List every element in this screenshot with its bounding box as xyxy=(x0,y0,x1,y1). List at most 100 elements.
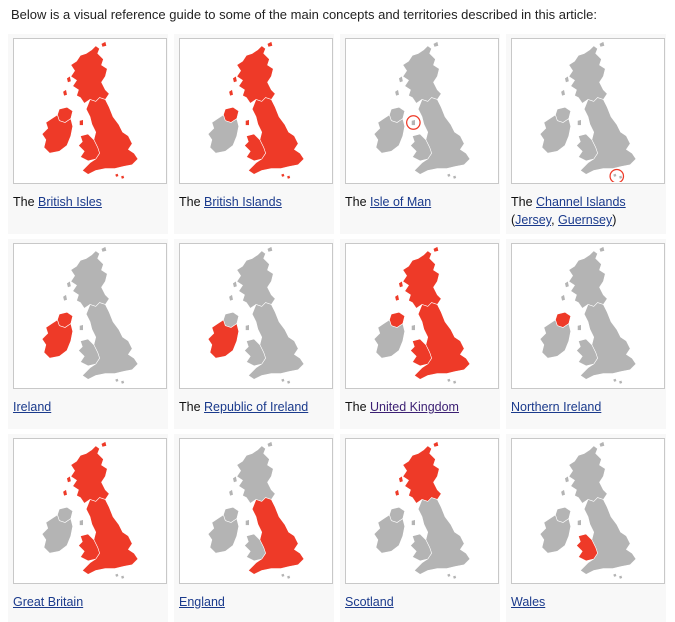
uk-map-icon xyxy=(536,440,640,582)
region-wales xyxy=(576,338,598,367)
region-wales xyxy=(576,533,598,562)
map-card-isle-of-man: The Isle of Man xyxy=(340,34,500,234)
region-ci xyxy=(280,173,291,180)
map-card-united-kingdom: The United Kingdom xyxy=(340,239,500,429)
map-thumbnail[interactable] xyxy=(179,38,333,184)
map-thumbnail[interactable] xyxy=(345,243,499,389)
map-thumbnail[interactable] xyxy=(13,243,167,389)
caption-paren-close: ) xyxy=(612,213,617,227)
map-grid: The British Isles The British Islands The … xyxy=(8,34,666,622)
uk-map-icon xyxy=(204,245,308,387)
uk-map-icon xyxy=(204,40,308,182)
uk-map-icon xyxy=(536,245,640,387)
region-iom xyxy=(245,119,250,126)
region-wales xyxy=(244,533,266,562)
link-northern-ireland[interactable]: Northern Ireland xyxy=(511,400,602,414)
link-channel-islands[interactable]: Channel Islands xyxy=(536,195,626,209)
region-ci xyxy=(446,378,457,385)
caption-prefix: The xyxy=(179,400,205,414)
map-caption: The British Isles xyxy=(13,193,163,211)
link-ireland[interactable]: Ireland xyxy=(13,400,52,414)
region-iom xyxy=(79,519,84,526)
caption-separator: , xyxy=(551,213,559,227)
link-england[interactable]: England xyxy=(179,595,225,609)
region-ci xyxy=(280,573,291,580)
region-wales xyxy=(78,338,100,367)
map-thumbnail[interactable] xyxy=(179,243,333,389)
map-thumbnail[interactable] xyxy=(345,38,499,184)
region-roi xyxy=(207,514,240,554)
link-british-islands[interactable]: British Islands xyxy=(204,195,282,209)
region-wales xyxy=(78,533,100,562)
map-thumbnail[interactable] xyxy=(511,438,665,584)
link-british-isles[interactable]: British Isles xyxy=(38,195,102,209)
map-caption: Great Britain xyxy=(13,593,163,611)
region-iom xyxy=(79,324,84,331)
region-wales xyxy=(78,133,100,162)
region-iom xyxy=(577,119,582,126)
region-wales xyxy=(576,133,598,162)
link-wales[interactable]: Wales xyxy=(511,595,546,609)
region-roi xyxy=(207,319,240,359)
region-england xyxy=(81,97,139,175)
map-card-england: England xyxy=(174,434,334,622)
region-roi xyxy=(41,114,74,154)
map-card-great-britain: Great Britain xyxy=(8,434,168,622)
region-england xyxy=(247,302,305,380)
region-roi xyxy=(373,514,406,554)
map-card-republic-of-ireland: The Republic of Ireland xyxy=(174,239,334,429)
region-wales xyxy=(410,133,432,162)
map-card-ireland: Ireland xyxy=(8,239,168,429)
caption-prefix: The xyxy=(13,195,39,209)
map-card-channel-islands: The Channel Islands (Jersey, Guernsey) xyxy=(506,34,666,234)
link-republic-of-ireland[interactable]: Republic of Ireland xyxy=(204,400,309,414)
map-thumbnail[interactable] xyxy=(511,38,665,184)
highlight-circle xyxy=(406,115,421,130)
link-isle-of-man[interactable]: Isle of Man xyxy=(370,195,432,209)
uk-map-icon xyxy=(370,245,474,387)
region-roi xyxy=(539,514,572,554)
region-ci xyxy=(446,173,457,180)
link-united-kingdom[interactable]: United Kingdom xyxy=(370,400,459,414)
region-iom xyxy=(411,119,416,126)
region-iom xyxy=(79,119,84,126)
region-england xyxy=(579,497,637,575)
map-caption: The British Islands xyxy=(179,193,329,211)
map-thumbnail[interactable] xyxy=(345,438,499,584)
region-england xyxy=(81,302,139,380)
region-roi xyxy=(539,114,572,154)
region-roi xyxy=(539,319,572,359)
link-scotland[interactable]: Scotland xyxy=(345,595,394,609)
map-caption: The Channel Islands (Jersey, Guernsey) xyxy=(511,193,661,229)
region-england xyxy=(579,302,637,380)
region-ci xyxy=(612,378,623,385)
map-thumbnail[interactable] xyxy=(511,243,665,389)
region-iom xyxy=(245,324,250,331)
highlight-circle xyxy=(609,168,625,182)
link-jersey[interactable]: Jersey xyxy=(515,213,552,227)
caption-prefix: The xyxy=(345,195,371,209)
map-caption: England xyxy=(179,593,329,611)
region-ci xyxy=(612,573,623,580)
region-ci xyxy=(114,378,125,385)
caption-prefix: The xyxy=(511,195,537,209)
map-thumbnail[interactable] xyxy=(179,438,333,584)
map-thumbnail[interactable] xyxy=(13,438,167,584)
region-england xyxy=(413,497,471,575)
region-england xyxy=(247,497,305,575)
map-thumbnail[interactable] xyxy=(13,38,167,184)
region-roi xyxy=(373,319,406,359)
link-guernsey[interactable]: Guernsey xyxy=(558,213,613,227)
map-caption: Wales xyxy=(511,593,661,611)
link-great-britain[interactable]: Great Britain xyxy=(13,595,84,609)
region-wales xyxy=(244,338,266,367)
map-caption: Northern Ireland xyxy=(511,398,661,416)
caption-prefix: The xyxy=(345,400,371,414)
map-card-british-islands: The British Islands xyxy=(174,34,334,234)
uk-map-icon xyxy=(370,440,474,582)
intro-text: Below is a visual reference guide to som… xyxy=(11,7,598,22)
uk-map-icon xyxy=(38,40,142,182)
region-ci xyxy=(280,378,291,385)
region-ci xyxy=(446,573,457,580)
